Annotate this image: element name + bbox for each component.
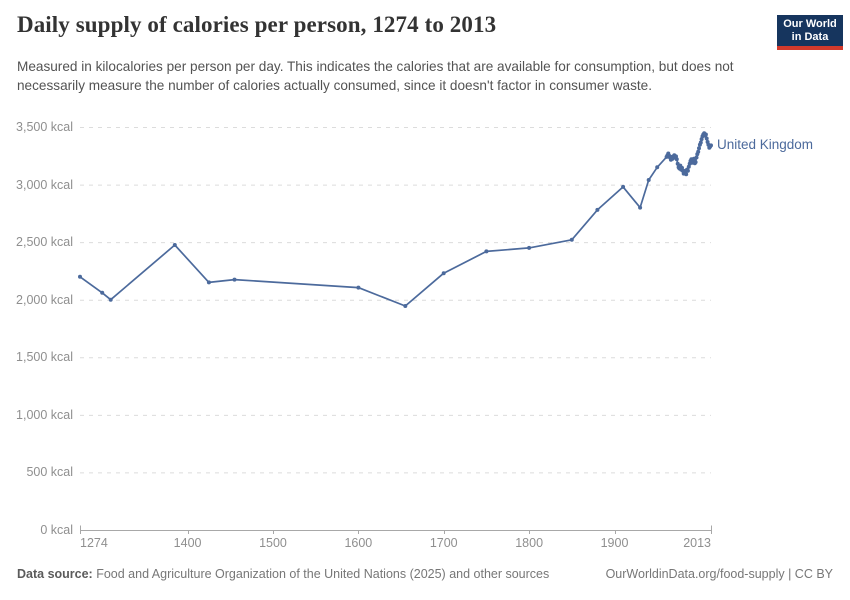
y-axis-tick-label: 3,500 kcal <box>16 120 73 134</box>
data-point-marker[interactable] <box>704 136 709 141</box>
data-point-marker[interactable] <box>693 160 698 165</box>
data-point-marker[interactable] <box>655 165 660 170</box>
data-source-label: Data source: <box>17 567 93 581</box>
series-line-united-kingdom[interactable] <box>79 132 712 307</box>
data-point-marker[interactable] <box>441 271 446 276</box>
data-point-marker[interactable] <box>595 207 600 212</box>
data-point-marker[interactable] <box>403 304 408 308</box>
data-point-marker[interactable] <box>674 157 679 162</box>
data-point-marker[interactable] <box>703 132 708 137</box>
y-axis-tick-label: 3,000 kcal <box>16 177 73 192</box>
data-source-text: Food and Agriculture Organization of the… <box>92 567 550 581</box>
y-axis-tick-label: 2,000 kcal <box>16 292 73 307</box>
x-axis-tick-label: 1274 <box>80 536 108 550</box>
x-axis-tick-label: 1500 <box>259 536 287 550</box>
data-point-marker[interactable] <box>709 143 713 148</box>
data-point-marker[interactable] <box>638 205 643 210</box>
data-point-marker[interactable] <box>694 155 699 160</box>
y-axis-tick-label: 500 kcal <box>26 465 73 480</box>
chart-footer: Data source: Food and Agriculture Organi… <box>17 567 833 581</box>
footer-link[interactable]: OurWorldinData.org/food-supply | CC BY <box>605 567 833 581</box>
series-markers-united-kingdom[interactable] <box>78 131 713 308</box>
x-axis-tick-label: 1400 <box>173 536 202 550</box>
x-axis-tick-label: 1700 <box>429 536 458 550</box>
data-point-marker[interactable] <box>232 277 237 282</box>
data-point-marker[interactable] <box>621 184 626 189</box>
y-axis-tick-label: 1,500 kcal <box>16 350 73 365</box>
chart-subtitle: Measured in kilocalories per person per … <box>17 59 734 93</box>
y-axis-tick-label: 0 kcal <box>40 523 73 537</box>
logo-red-bar <box>777 46 843 50</box>
data-point-marker[interactable] <box>698 140 703 145</box>
data-point-marker[interactable] <box>356 285 361 290</box>
data-point-marker[interactable] <box>484 249 489 254</box>
owid-logo[interactable]: Our World in Data <box>777 15 843 50</box>
data-point-marker[interactable] <box>100 290 105 295</box>
data-point-marker[interactable] <box>569 237 574 242</box>
data-point-marker[interactable] <box>685 168 690 173</box>
x-axis-tick-label: 2013 <box>683 536 711 550</box>
owid-logo-text: Our World in Data <box>777 15 843 46</box>
x-axis-tick-label: 1600 <box>344 536 373 550</box>
data-point-marker[interactable] <box>172 243 177 247</box>
data-point-marker[interactable] <box>527 245 532 250</box>
series-label-united-kingdom[interactable]: United Kingdom <box>717 137 814 153</box>
data-point-marker[interactable] <box>696 149 701 154</box>
y-axis-tick-label: 1,000 kcal <box>16 407 73 422</box>
data-source: Data source: Food and Agriculture Organi… <box>17 567 549 581</box>
x-axis-tick-label: 1900 <box>600 536 629 550</box>
x-axis-line <box>80 525 712 531</box>
data-point-marker[interactable] <box>78 274 82 279</box>
data-point-marker[interactable] <box>206 280 211 285</box>
page-title: Daily supply of calories per person, 127… <box>17 12 497 37</box>
x-axis-tick-label: 1800 <box>515 536 544 550</box>
data-point-marker[interactable] <box>697 146 701 151</box>
y-axis-tick-label: 2,500 kcal <box>16 235 73 250</box>
data-point-marker[interactable] <box>684 172 689 177</box>
data-point-marker[interactable] <box>646 178 651 182</box>
data-point-marker[interactable] <box>108 297 113 302</box>
